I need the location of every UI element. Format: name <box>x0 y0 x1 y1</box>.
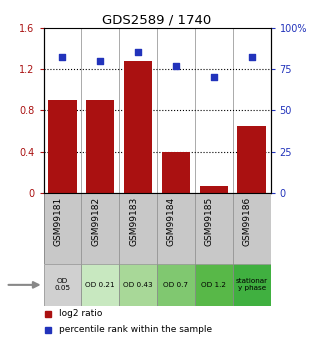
FancyBboxPatch shape <box>81 264 119 306</box>
Text: GSM99181: GSM99181 <box>53 197 63 246</box>
Text: OD 0.7: OD 0.7 <box>164 282 188 288</box>
Text: GSM99184: GSM99184 <box>167 197 176 246</box>
FancyBboxPatch shape <box>157 264 195 306</box>
Bar <box>86 100 114 193</box>
Text: GSM99185: GSM99185 <box>205 197 214 246</box>
Text: OD
0.05: OD 0.05 <box>54 278 71 292</box>
FancyBboxPatch shape <box>195 264 233 306</box>
Point <box>60 55 65 60</box>
Text: OD 1.2: OD 1.2 <box>201 282 226 288</box>
Bar <box>238 126 266 193</box>
Text: stationar
y phase: stationar y phase <box>236 278 268 292</box>
Point <box>249 55 254 60</box>
Text: GSM99183: GSM99183 <box>129 197 138 246</box>
Point <box>98 58 103 63</box>
Bar <box>200 186 228 193</box>
Text: GSM99186: GSM99186 <box>243 197 252 246</box>
Text: percentile rank within the sample: percentile rank within the sample <box>59 325 212 334</box>
Bar <box>124 61 152 193</box>
Bar <box>48 100 77 193</box>
Point <box>174 63 179 68</box>
Title: GDS2589 / 1740: GDS2589 / 1740 <box>102 13 212 27</box>
Point <box>136 50 141 55</box>
Text: OD 0.43: OD 0.43 <box>123 282 153 288</box>
FancyBboxPatch shape <box>233 264 271 306</box>
FancyBboxPatch shape <box>44 193 271 264</box>
Point <box>211 75 216 80</box>
Text: log2 ratio: log2 ratio <box>59 309 103 318</box>
Bar <box>162 152 190 193</box>
Text: GSM99182: GSM99182 <box>91 197 100 246</box>
Text: OD 0.21: OD 0.21 <box>86 282 115 288</box>
FancyBboxPatch shape <box>119 264 157 306</box>
FancyBboxPatch shape <box>44 264 81 306</box>
